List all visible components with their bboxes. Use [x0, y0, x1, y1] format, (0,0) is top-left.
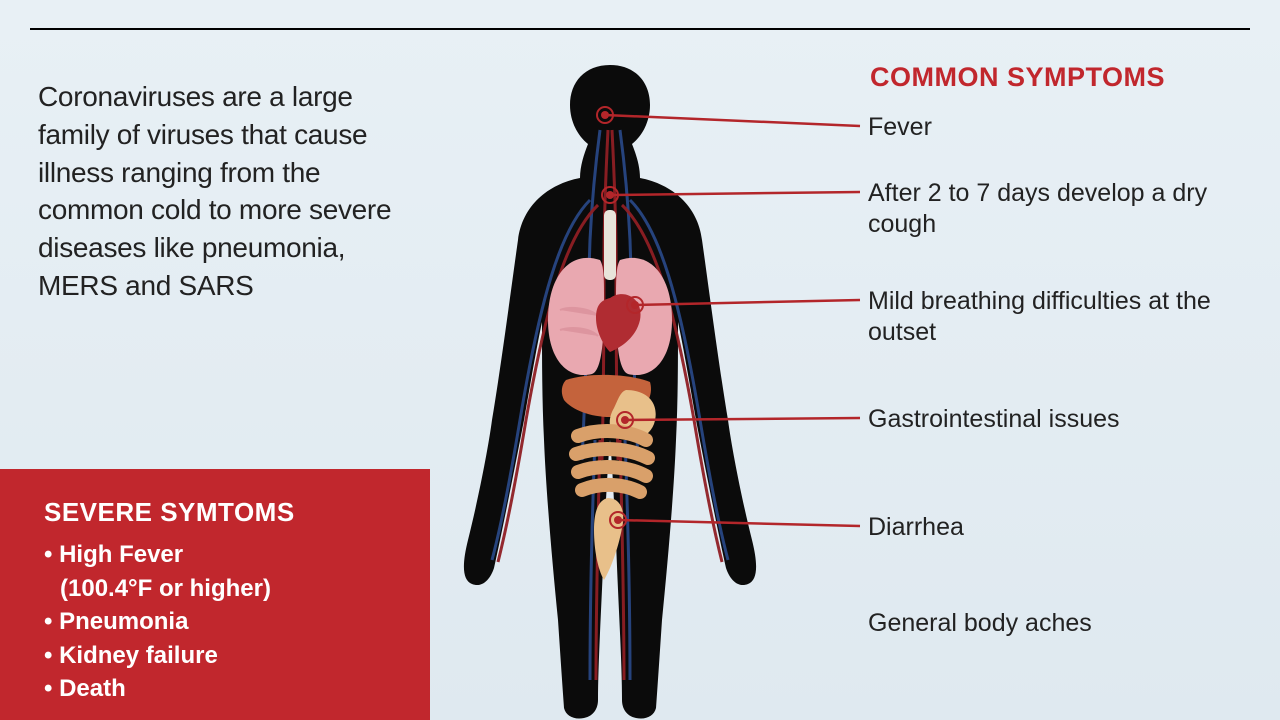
- severe-item: (100.4°F or higher): [44, 572, 400, 606]
- severe-item: Pneumonia: [44, 605, 400, 639]
- symptom-item: Mild breathing difficulties at the outse…: [868, 286, 1228, 349]
- severe-symptoms-box: SEVERE SYMTOMS High Fever(100.4°F or hig…: [0, 469, 430, 720]
- symptom-item: After 2 to 7 days develop a dry cough: [868, 178, 1228, 241]
- intro-paragraph: Coronaviruses are a large family of viru…: [38, 78, 418, 305]
- severe-list: High Fever(100.4°F or higher)PneumoniaKi…: [44, 538, 400, 706]
- symptom-item: General body aches: [868, 608, 1092, 639]
- symptom-item: Gastrointestinal issues: [868, 404, 1120, 435]
- symptom-item: Fever: [868, 112, 932, 143]
- severe-item: High Fever: [44, 538, 400, 572]
- header-divider: [30, 28, 1250, 30]
- human-body-diagram: [440, 60, 780, 720]
- severe-item: Kidney failure: [44, 639, 400, 673]
- severe-item: Death: [44, 672, 400, 706]
- trachea: [604, 210, 616, 280]
- severe-title: SEVERE SYMTOMS: [44, 497, 400, 528]
- symptom-item: Diarrhea: [868, 512, 964, 543]
- common-symptoms-title: COMMON SYMPTOMS: [870, 62, 1165, 93]
